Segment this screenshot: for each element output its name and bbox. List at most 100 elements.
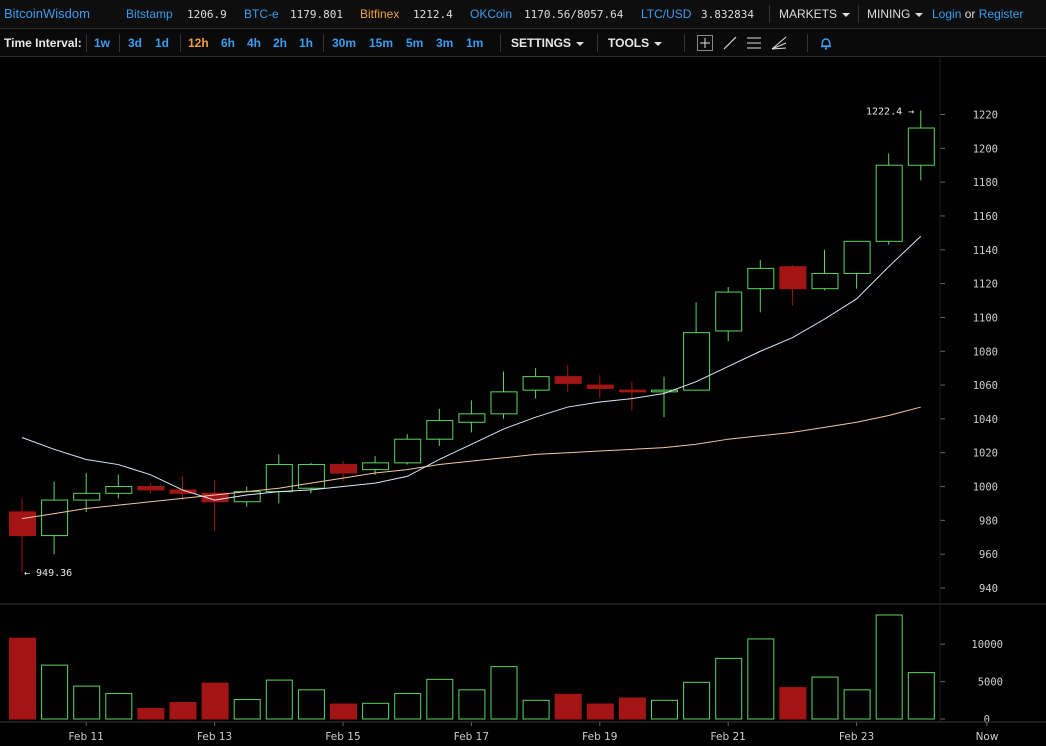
price-tick-label: 1220	[973, 110, 998, 122]
interval-3m[interactable]: 3m	[436, 36, 454, 50]
chevron-down-icon	[842, 12, 851, 17]
exchange-btce-price: 1179.801	[290, 8, 343, 21]
candle-body	[9, 511, 36, 537]
divider	[597, 34, 598, 52]
top-bar: BitcoinWisdom Bitstamp 1206.9 BTC-e 1179…	[0, 0, 1046, 29]
x-tick-label: Feb 21	[711, 731, 746, 743]
volume-bar	[330, 703, 357, 720]
tools-label: TOOLS	[608, 36, 650, 50]
tools-menu[interactable]: TOOLS	[608, 36, 663, 50]
price-tick-label: 1180	[973, 177, 998, 189]
volume-tick-label: 0	[984, 714, 990, 726]
ma-short-line	[21, 235, 922, 501]
volume-bar	[426, 678, 454, 720]
exchange-ltcusd-price: 3.832834	[701, 8, 754, 21]
volume-bar	[843, 689, 871, 720]
interval-1d[interactable]: 1d	[155, 36, 170, 50]
price-chart[interactable]: 940 960 980 1000 1020 1040 1060 1080 1100 1120 114…	[0, 57, 1046, 746]
horizontal-lines-icon[interactable]	[746, 35, 762, 51]
register-link[interactable]: Register	[978, 7, 1024, 21]
interval-6h[interactable]: 6h	[221, 36, 236, 50]
brand-logo[interactable]: BitcoinWisdom	[4, 6, 90, 21]
x-tick-label: Feb 15	[325, 731, 360, 743]
price-tick-label: 1140	[973, 245, 998, 257]
volume-bar	[490, 666, 518, 720]
price-tick-label: 1000	[973, 482, 998, 494]
interval-toolbar: Time Interval: 1w 3d 1d 12h 6h 4h 2h 1h …	[0, 29, 1046, 57]
divider	[86, 34, 87, 52]
interval-15m[interactable]: 15m	[369, 36, 394, 50]
price-tick-label: 940	[979, 583, 998, 595]
candle-body	[554, 376, 582, 384]
exchange-btce-name[interactable]: BTC-e	[244, 7, 279, 21]
volume-tick-label: 10000	[971, 639, 1003, 651]
volume-bar	[522, 699, 550, 720]
interval-4h[interactable]: 4h	[247, 36, 262, 50]
annotations: 1222.4 → ← 949.36	[24, 106, 914, 579]
settings-menu[interactable]: SETTINGS	[511, 36, 585, 50]
candle-body	[875, 164, 903, 242]
candle-body	[265, 464, 293, 493]
volume-bar	[201, 682, 229, 720]
high-price-label: 1222.4 →	[866, 106, 914, 117]
login-link[interactable]: Login	[932, 7, 962, 21]
volume-bar	[586, 703, 614, 720]
interval-30m[interactable]: 30m	[332, 36, 357, 50]
volume-bar	[137, 708, 165, 720]
exchange-bitfinex-name[interactable]: Bitfinex	[360, 7, 400, 21]
volume-bar	[105, 693, 133, 720]
candle-body	[73, 492, 101, 501]
interval-1w[interactable]: 1w	[94, 36, 111, 50]
crosshair-icon[interactable]	[697, 35, 713, 51]
fan-icon[interactable]	[771, 35, 787, 51]
interval-1h[interactable]: 1h	[299, 36, 314, 50]
candle-body	[362, 462, 390, 471]
price-tick-label: 1100	[973, 312, 998, 324]
candle-body	[137, 486, 165, 491]
candle-body	[779, 266, 807, 290]
volume-bar	[458, 689, 486, 720]
candle-body	[811, 272, 839, 290]
exchange-bitstamp-name[interactable]: Bitstamp	[126, 7, 173, 21]
volume-bar	[297, 689, 325, 720]
x-tick-label: Feb 11	[69, 731, 104, 743]
volume-bar	[618, 697, 646, 720]
exchange-bitfinex-price: 1212.4	[413, 8, 453, 21]
x-tick-label: Now	[976, 731, 999, 743]
price-tick-label: 1060	[973, 380, 998, 392]
divider	[769, 5, 770, 23]
x-tick-label: Feb 19	[582, 731, 617, 743]
line-icon[interactable]	[722, 35, 738, 51]
price-tick-label: 1120	[973, 279, 998, 291]
bell-icon[interactable]	[818, 35, 834, 51]
volume-tick-label: 5000	[978, 677, 1003, 689]
volume-bar	[169, 702, 197, 720]
mining-menu[interactable]: MINING	[867, 7, 924, 21]
exchange-ltcusd-name[interactable]: LTC/USD	[641, 7, 692, 21]
candlesticks	[9, 110, 935, 573]
chevron-down-icon	[576, 41, 585, 46]
x-tick-label: Feb 17	[454, 731, 489, 743]
price-tick-label: 1040	[973, 414, 998, 426]
markets-menu[interactable]: MARKETS	[779, 7, 851, 21]
interval-3d[interactable]: 3d	[128, 36, 143, 50]
divider	[684, 34, 685, 52]
volume-bar	[683, 681, 711, 720]
interval-1m[interactable]: 1m	[466, 36, 484, 50]
x-tick-label: Feb 13	[197, 731, 232, 743]
volume-bars	[9, 614, 935, 720]
interval-5m[interactable]: 5m	[406, 36, 424, 50]
moving-averages	[21, 235, 922, 520]
candle-body	[522, 376, 550, 391]
divider	[180, 34, 181, 52]
exchange-okcoin-name[interactable]: OKCoin	[470, 7, 513, 21]
candle-body	[586, 384, 614, 389]
volume-bar	[394, 693, 422, 720]
interval-12h[interactable]: 12h	[188, 36, 209, 50]
mining-label: MINING	[867, 7, 911, 21]
candle-body	[843, 240, 871, 274]
candle-body	[426, 420, 454, 440]
divider	[807, 34, 808, 52]
interval-2h[interactable]: 2h	[273, 36, 288, 50]
divider	[323, 34, 324, 52]
